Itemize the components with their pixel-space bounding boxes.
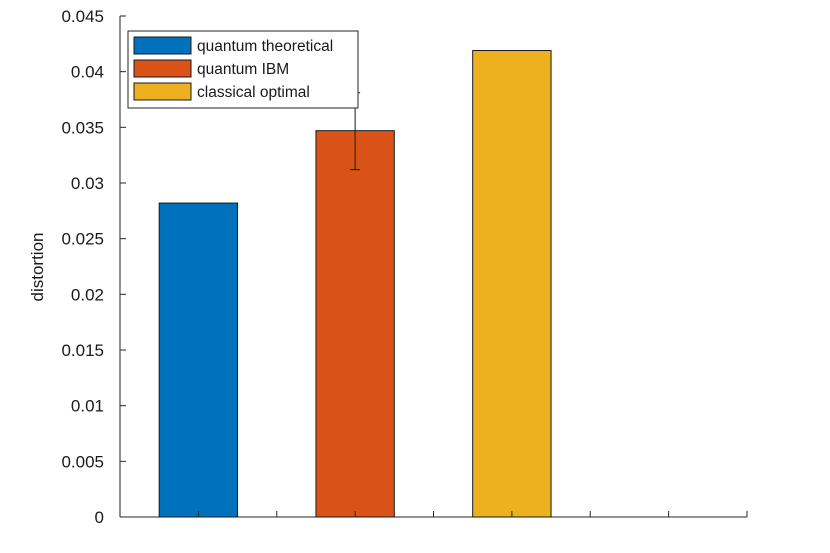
x-axis-ticks [119,511,748,517]
legend-swatch [133,36,192,55]
y-tick-label: 0.015 [61,341,104,360]
y-tick-label: 0.01 [71,397,104,416]
y-tick-label: 0.045 [61,7,104,26]
legend-swatch [133,59,192,78]
y-tick-label: 0.02 [71,285,104,304]
legend-label: quantum IBM [197,61,289,78]
bar-classical-optimal [472,50,552,518]
y-tick-label: 0.025 [61,230,104,249]
bar-quantum-theoretical [158,202,239,518]
bar-quantum-IBM [315,130,395,518]
legend-swatch [133,82,192,101]
y-axis-label: distortion [28,233,47,302]
chart-legend: quantum theoretical quantum IBM classical … [127,30,359,109]
chart-bars [158,50,552,518]
y-tick-label: 0.005 [61,452,104,471]
y-axis-ticks: 0 0.005 0.01 0.015 0.02 0.025 0.03 0.035 0.04 0.0… [61,7,126,527]
y-tick-label: 0.04 [71,63,104,82]
y-tick-label: 0.035 [61,118,104,137]
legend-label: classical optimal [197,84,310,101]
y-tick-label: 0 [95,508,104,527]
y-tick-label: 0.03 [71,174,104,193]
legend-label: quantum theoretical [197,38,333,55]
